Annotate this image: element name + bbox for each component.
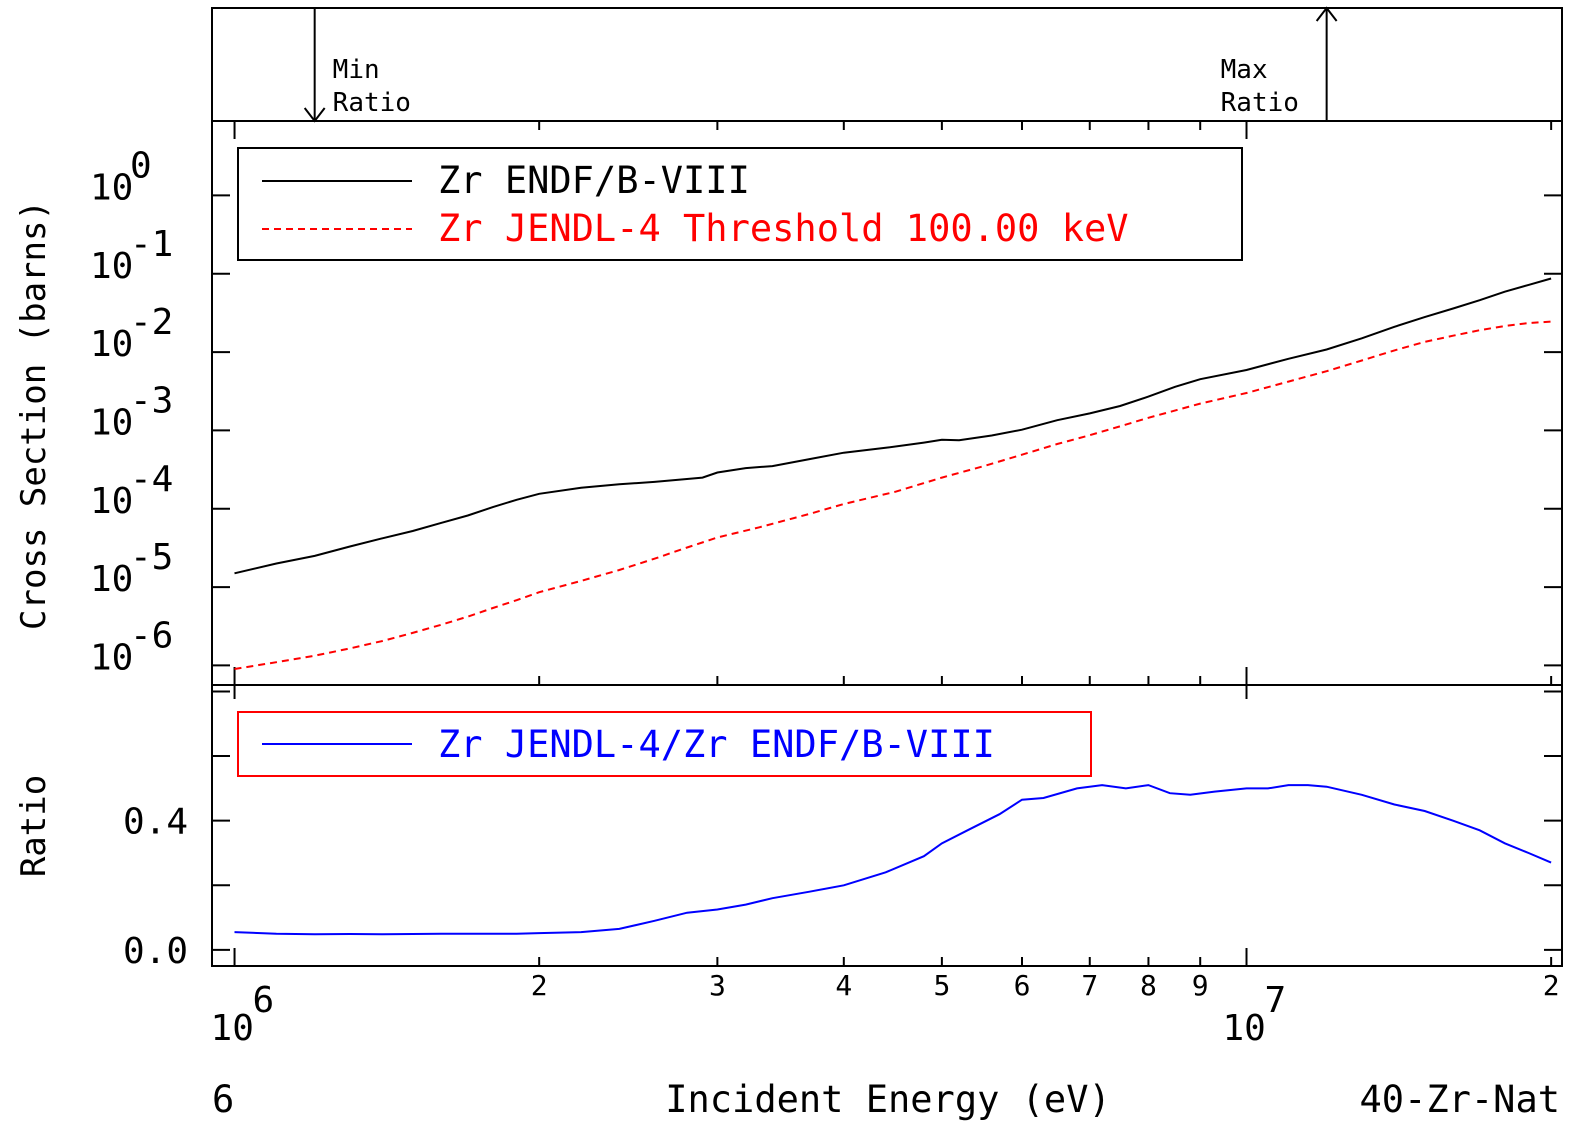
series-jendl-line xyxy=(234,320,1552,670)
ratio-range-panel xyxy=(211,7,1563,122)
series-layer xyxy=(234,277,1552,936)
y-tick-label-exponent: -3 xyxy=(130,380,173,421)
y-tick-label-exponent: -5 xyxy=(130,537,173,578)
footer-left: 6 xyxy=(212,1078,234,1121)
y-tick-label-exponent: 0 xyxy=(130,145,152,186)
axis-ticks xyxy=(212,121,1562,966)
legend-label-jendl: Zr JENDL-4 Threshold 100.00 keV xyxy=(438,207,1129,250)
x-tick-label: 6 xyxy=(1014,969,1031,1002)
y-tick-label-exponent: -1 xyxy=(130,224,173,265)
x-decade-label-base: 10 xyxy=(1223,1008,1266,1049)
y-tick-label-base: 10 xyxy=(90,481,133,522)
legend-label-endf: Zr ENDF/B-VIII xyxy=(438,159,750,202)
footer-right: 40-Zr-Nat xyxy=(1360,1078,1560,1121)
y-tick-label-exponent: -2 xyxy=(130,302,173,343)
x-tick-label: 7 xyxy=(1081,969,1098,1002)
x-decade-label-exponent: 6 xyxy=(253,980,275,1021)
x-tick-label: 3 xyxy=(709,969,726,1002)
min-ratio-arrowhead xyxy=(303,107,326,123)
y-tick-label-base: 10 xyxy=(90,402,133,443)
y-tick-label-cross-section: 10-2 xyxy=(90,302,173,365)
y-tick-label-cross-section: 10-6 xyxy=(90,615,173,678)
x-tick-label: 5 xyxy=(933,969,950,1002)
y-tick-label-base: 10 xyxy=(90,559,133,600)
x-tick-label: 4 xyxy=(835,969,852,1002)
series-ratio-line xyxy=(234,784,1552,936)
y-tick-label-base: 10 xyxy=(90,167,133,208)
series-endf-line xyxy=(234,277,1552,575)
x-decade-label-exponent: 7 xyxy=(1265,980,1287,1021)
x-tick-label: 2 xyxy=(531,969,548,1002)
x-decade-label: 106 xyxy=(211,980,275,1049)
x-tick-label: 8 xyxy=(1140,969,1157,1002)
y-tick-label-cross-section: 10-5 xyxy=(90,537,173,600)
y-tick-label-cross-section: 100 xyxy=(90,145,152,208)
legend-label-ratio: Zr JENDL-4/Zr ENDF/B-VIII xyxy=(438,723,995,766)
y-tick-label-cross-section: 10-1 xyxy=(90,224,173,287)
y-axis-title-cross-section: Cross Section (barns) xyxy=(14,200,54,630)
max-ratio-label-line2: Ratio xyxy=(1221,88,1299,118)
ratio-panel xyxy=(211,684,1563,967)
cross-section-legend xyxy=(237,147,1243,261)
y-tick-label-base: 10 xyxy=(90,637,133,678)
x-tick-label: 9 xyxy=(1192,969,1209,1002)
y-tick-label-ratio: 0.0 xyxy=(123,931,188,972)
y-tick-label-base: 10 xyxy=(90,246,133,287)
x-decade-label: 107 xyxy=(1223,980,1287,1049)
y-tick-label-exponent: -6 xyxy=(130,615,173,656)
min-ratio-label-line2: Ratio xyxy=(333,88,411,118)
x-decade-label-base: 10 xyxy=(211,1008,254,1049)
min-ratio-label-line1: Min xyxy=(333,55,380,85)
max-ratio-label-line1: Max xyxy=(1221,55,1268,85)
y-tick-label-cross-section: 10-4 xyxy=(90,459,173,522)
y-tick-label-ratio: 0.4 xyxy=(123,802,188,843)
y-tick-label-cross-section: 10-3 xyxy=(90,380,173,443)
y-tick-label-exponent: -4 xyxy=(130,459,173,500)
x-tick-label: 2 xyxy=(1543,969,1560,1002)
x-axis-title: Incident Energy (eV) xyxy=(665,1078,1111,1121)
max-ratio-arrowhead xyxy=(1315,6,1338,22)
y-axis-title-ratio: Ratio xyxy=(14,775,54,877)
y-tick-label-base: 10 xyxy=(90,324,133,365)
